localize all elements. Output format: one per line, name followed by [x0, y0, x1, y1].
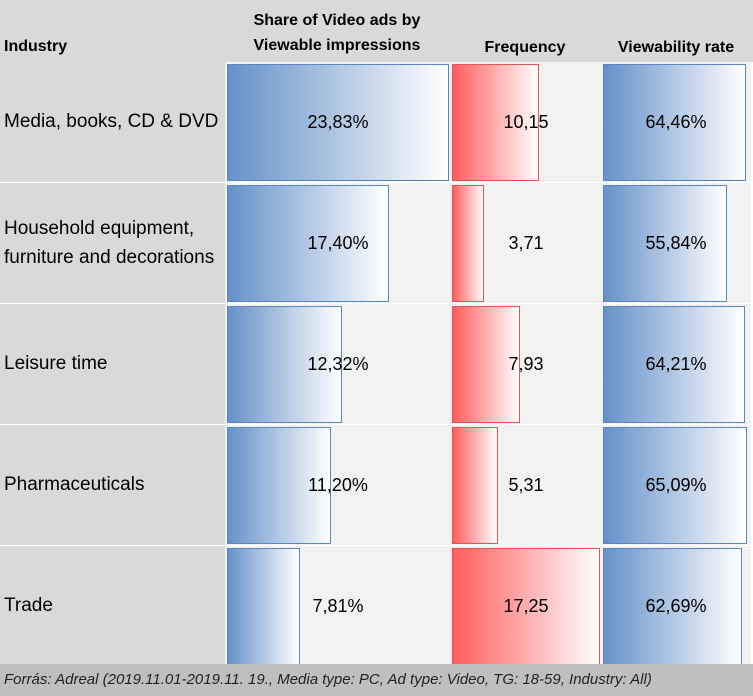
viewability-bar	[603, 306, 745, 423]
header-frequency: Frequency	[484, 39, 566, 56]
header-row: Industry Share of Video ads by Viewable …	[0, 0, 753, 62]
row-label-industry: Leisure time	[4, 353, 108, 374]
header-viewability: Viewability rate	[617, 39, 735, 56]
viewability-bar	[603, 548, 742, 665]
industry-column-bg	[0, 62, 225, 664]
share-value-label: 11,20%	[308, 475, 368, 495]
row-divider	[0, 424, 753, 425]
share-value-label: 7,81%	[312, 596, 364, 616]
source-note: Forrás: Adreal (2019.11.01-2019.11. 19.,…	[0, 664, 753, 696]
share-bar	[227, 64, 449, 181]
share-bar	[227, 185, 389, 302]
viewability-value-label: 55,84%	[645, 233, 707, 253]
frequency-bar	[452, 548, 600, 665]
row-divider	[0, 545, 753, 546]
row-label-industry: Media, books, CD & DVD	[4, 111, 219, 132]
row-label-industry: Household equipment, furniture and decor…	[4, 217, 215, 268]
viewability-value-label: 62,69%	[645, 596, 707, 616]
header-share: Share of Video ads by Viewable impressio…	[253, 12, 421, 54]
share-value-label: 23,83%	[307, 112, 369, 132]
frequency-bar	[452, 64, 539, 181]
viewability-bar	[603, 427, 747, 544]
viewability-value-label: 64,46%	[645, 112, 707, 132]
viewability-bar	[603, 185, 727, 302]
share-bar	[227, 306, 342, 423]
share-bar	[227, 548, 300, 665]
frequency-value-label: 10,15	[503, 112, 549, 132]
viewability-value-label: 65,09%	[645, 475, 707, 495]
frequency-value-label: 7,93	[508, 354, 544, 374]
frequency-bar	[452, 427, 498, 544]
row-divider	[0, 303, 753, 304]
viewability-bar	[603, 64, 746, 181]
row-label-industry: Pharmaceuticals	[4, 474, 145, 495]
viewability-value-label: 64,21%	[645, 354, 707, 374]
share-value-label: 12,32%	[307, 354, 369, 374]
header-industry: Industry	[4, 38, 68, 55]
frequency-value-label: 17,25	[503, 596, 549, 616]
share-value-label: 17,40%	[307, 233, 369, 253]
row-label-industry: Trade	[4, 595, 53, 616]
row-divider	[0, 182, 753, 183]
frequency-bar	[452, 185, 484, 302]
frequency-value-label: 5,31	[508, 475, 544, 495]
frequency-value-label: 3,71	[508, 233, 544, 253]
frequency-bar	[452, 306, 520, 423]
share-bar	[227, 427, 331, 544]
